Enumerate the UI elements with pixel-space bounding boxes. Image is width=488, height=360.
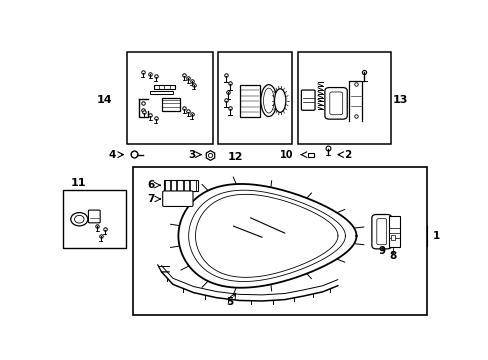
Bar <box>297 51 390 144</box>
Bar <box>390 235 395 240</box>
Bar <box>240 85 259 117</box>
Text: 14: 14 <box>97 95 112 105</box>
Bar <box>218 51 292 144</box>
Text: 7: 7 <box>147 194 155 204</box>
Text: 12: 12 <box>227 152 243 162</box>
Bar <box>164 180 169 191</box>
Bar <box>154 85 175 89</box>
Text: 2: 2 <box>343 150 350 159</box>
Ellipse shape <box>274 89 285 112</box>
Text: 10: 10 <box>279 150 293 159</box>
Bar <box>127 51 212 144</box>
Bar <box>161 98 180 111</box>
Text: 8: 8 <box>388 251 396 261</box>
Bar <box>307 153 313 157</box>
FancyBboxPatch shape <box>329 92 342 115</box>
Ellipse shape <box>71 212 88 226</box>
Text: 11: 11 <box>70 178 86 188</box>
FancyBboxPatch shape <box>301 90 314 110</box>
Text: 5: 5 <box>225 297 233 307</box>
Bar <box>171 180 176 191</box>
Text: 6: 6 <box>147 180 155 190</box>
Text: 1: 1 <box>432 231 439 241</box>
FancyBboxPatch shape <box>371 215 391 249</box>
Ellipse shape <box>260 85 276 117</box>
Bar <box>177 180 183 191</box>
Bar <box>133 167 426 315</box>
FancyBboxPatch shape <box>376 219 386 245</box>
Text: 9: 9 <box>378 246 385 256</box>
Ellipse shape <box>75 215 84 223</box>
Bar <box>190 180 195 191</box>
FancyBboxPatch shape <box>88 210 100 223</box>
Bar <box>150 91 173 94</box>
Bar <box>388 216 399 247</box>
Text: 3: 3 <box>188 150 195 159</box>
Ellipse shape <box>263 88 274 113</box>
Bar <box>163 180 198 191</box>
FancyBboxPatch shape <box>163 191 193 207</box>
Text: 13: 13 <box>392 95 407 105</box>
Bar <box>183 180 189 191</box>
Bar <box>63 190 125 248</box>
FancyBboxPatch shape <box>324 87 346 119</box>
Text: 4: 4 <box>108 150 116 159</box>
